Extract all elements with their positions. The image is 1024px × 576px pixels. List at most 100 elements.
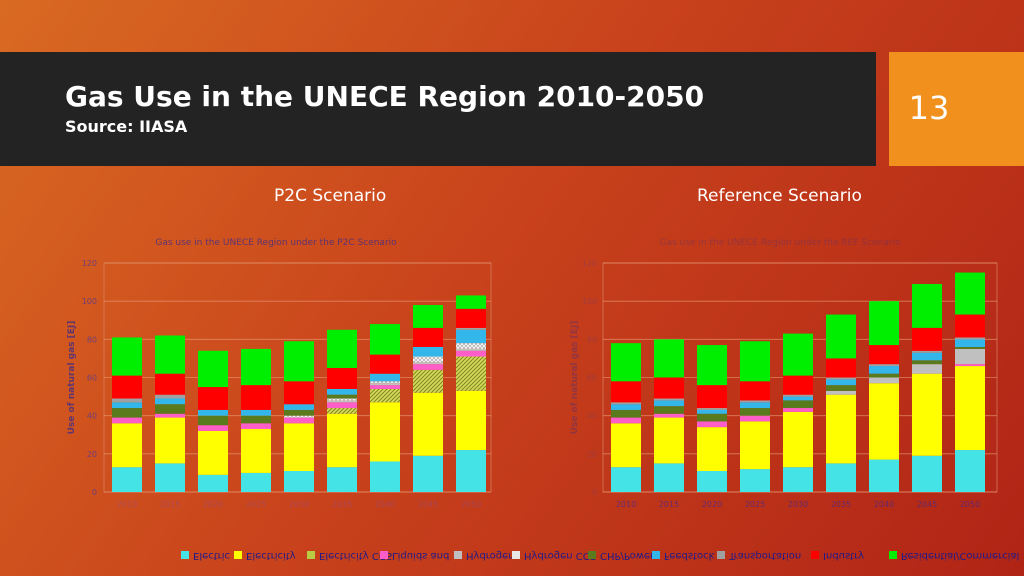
p2c-bar-industry bbox=[284, 381, 314, 405]
ref-bar-feedstock bbox=[740, 402, 770, 409]
legend-swatch bbox=[512, 551, 520, 559]
ref-bar-chp-power bbox=[654, 406, 684, 414]
p2c-x-tick: 2025 bbox=[246, 500, 266, 509]
p2c-bar-electric bbox=[456, 450, 486, 492]
ref-bar-chp-power bbox=[826, 385, 856, 391]
ref-bar-electric bbox=[955, 450, 985, 492]
legend-swatch bbox=[454, 551, 462, 559]
ref-bar-transportation bbox=[697, 408, 727, 410]
p2c-bar-chp-power bbox=[198, 415, 228, 426]
ref-bar-industry bbox=[912, 327, 942, 351]
p2c-bar-hydrogen bbox=[456, 348, 486, 351]
p2c-bar-feedstock bbox=[241, 409, 271, 416]
p2c-bar-feedstock bbox=[284, 404, 314, 410]
ref-bar-residential-commercial bbox=[869, 301, 899, 346]
ref-y-tick: 60 bbox=[587, 374, 597, 383]
p2c-bar-chp-power bbox=[112, 408, 142, 418]
ref-bar-transportation bbox=[826, 377, 856, 380]
ref-bar-electricity bbox=[912, 373, 942, 456]
p2c-bar-hydrogen-ccs bbox=[456, 343, 486, 349]
ref-bar-electric bbox=[869, 459, 899, 492]
p2c-bar-hydrogen bbox=[327, 400, 357, 403]
ref-bar-feedstock bbox=[654, 400, 684, 407]
ref-bar-electricity bbox=[740, 421, 770, 470]
ref-bar-hydrogen bbox=[912, 364, 942, 374]
p2c-bar-transportation bbox=[155, 394, 185, 399]
ref-y-label: Use of natural gas [EJ] bbox=[570, 321, 580, 435]
legend-label: Hydrogen CCS bbox=[524, 550, 597, 561]
p2c-bar-industry bbox=[456, 308, 486, 328]
ref-bar-residential-commercial bbox=[697, 345, 727, 386]
ref-bar-residential-commercial bbox=[611, 343, 641, 382]
p2c-bar-feedstock bbox=[413, 346, 443, 357]
ref-bar-transportation bbox=[955, 337, 985, 340]
p2c-bar-industry bbox=[370, 354, 400, 374]
ref-bar-transportation bbox=[869, 364, 899, 367]
ref-bar-feedstock bbox=[697, 409, 727, 414]
ref-bar-transportation bbox=[611, 402, 641, 405]
p2c-bar-electricity bbox=[112, 423, 142, 468]
ref-x-tick: 2050 bbox=[960, 500, 980, 509]
p2c-x-tick: 2010 bbox=[117, 500, 137, 509]
p2c-y-tick: 60 bbox=[87, 374, 97, 383]
ref-bar-residential-commercial bbox=[826, 314, 856, 359]
p2c-bar-hydrogen-ccs bbox=[327, 398, 357, 401]
ref-bar-electricity bbox=[826, 394, 856, 464]
p2c-bar-chp-power bbox=[155, 404, 185, 414]
legend-label: Industry bbox=[823, 550, 865, 561]
p2c-bar-electricity-ccs bbox=[413, 369, 443, 393]
p2c-y-tick: 20 bbox=[87, 450, 97, 459]
page-number-box bbox=[889, 52, 1024, 166]
p2c-bar-industry bbox=[112, 375, 142, 399]
ref-bar-residential-commercial bbox=[955, 272, 985, 315]
ref-y-tick: 100 bbox=[582, 297, 597, 306]
legend-label: Feedstock bbox=[664, 550, 715, 561]
ref-bar-industry bbox=[869, 345, 899, 365]
p2c-bar-chp-power bbox=[241, 415, 271, 424]
p2c-bar-transportation bbox=[456, 327, 486, 330]
p2c-bar-feedstock bbox=[112, 402, 142, 409]
ref-bar-chp-power bbox=[955, 346, 985, 349]
p2c-bar-industry bbox=[198, 387, 228, 410]
page-number: 13 bbox=[908, 89, 950, 127]
p2c-bar-electric bbox=[370, 461, 400, 492]
p2c-bar-electricity bbox=[155, 417, 185, 464]
p2c-bar-feedstock bbox=[370, 373, 400, 382]
ref-bar-feedstock bbox=[955, 339, 985, 347]
ref-bar-industry bbox=[955, 314, 985, 338]
p2c-bar-electric bbox=[198, 474, 228, 492]
p2c-y-tick: 100 bbox=[82, 297, 97, 306]
p2c-bar-residential-commercial bbox=[327, 329, 357, 368]
p2c-bar-feedstock bbox=[155, 398, 185, 405]
ref-bar-feedstock bbox=[826, 379, 856, 386]
p2c-x-tick: 2050 bbox=[461, 500, 481, 509]
p2c-y-tick: 40 bbox=[87, 412, 97, 421]
ref-bar-electric bbox=[912, 455, 942, 492]
legend-swatch bbox=[889, 551, 897, 559]
p2c-bar-electricity bbox=[456, 390, 486, 451]
p2c-bar-electricity bbox=[284, 423, 314, 472]
p2c-bar-chp-power bbox=[327, 394, 357, 399]
p2c-y-tick: 80 bbox=[87, 335, 97, 344]
title-bar bbox=[0, 52, 876, 166]
chart-legend: Electric Electricity Electricity CCS Liquid… bbox=[178, 546, 1019, 562]
ref-bar-electricity bbox=[611, 423, 641, 468]
p2c-x-tick: 2040 bbox=[375, 500, 395, 509]
ref-y-tick: 0 bbox=[592, 488, 597, 497]
ref-x-tick: 2020 bbox=[702, 500, 722, 509]
ref-bar-chp-power bbox=[611, 409, 641, 418]
p2c-bar-industry bbox=[241, 385, 271, 410]
p2c-bar-feedstock bbox=[198, 409, 228, 416]
ref-x-tick: 2010 bbox=[616, 500, 636, 509]
p2c-bar-residential-commercial bbox=[413, 304, 443, 328]
p2c-bar-hydrogen bbox=[413, 362, 443, 365]
ref-bar-electricity bbox=[783, 411, 813, 468]
p2c-bar-electricity bbox=[327, 413, 357, 468]
p2c-bar-industry bbox=[327, 367, 357, 389]
p2c-scenario-label: P2C Scenario bbox=[274, 186, 387, 206]
ref-bar-feedstock bbox=[912, 352, 942, 361]
ref-bar-transportation bbox=[740, 400, 770, 403]
p2c-x-tick: 2035 bbox=[332, 500, 352, 509]
